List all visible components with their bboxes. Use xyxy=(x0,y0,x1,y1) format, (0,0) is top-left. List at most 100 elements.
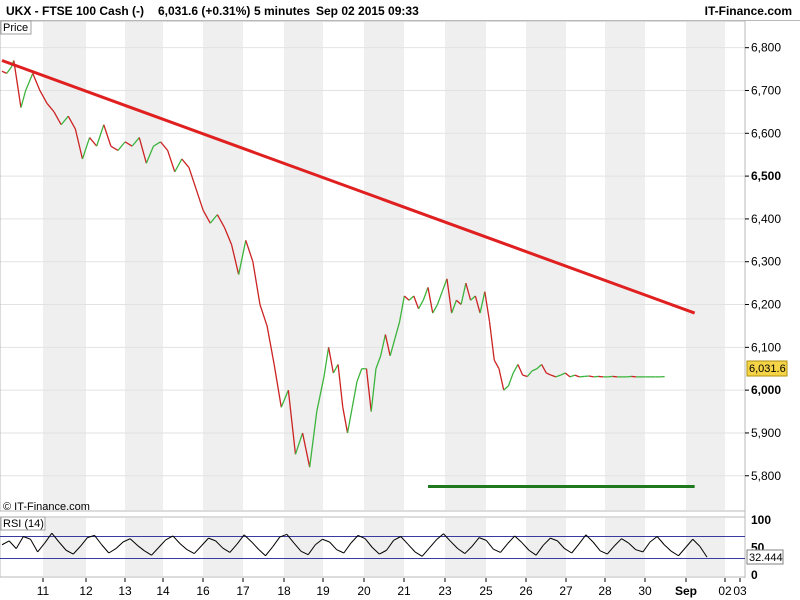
price-segment xyxy=(252,261,261,305)
price-segment xyxy=(266,325,275,365)
price-panel-label-box xyxy=(0,20,32,35)
x-tick-label: 30 xyxy=(638,584,652,598)
price-segment xyxy=(81,137,91,160)
rsi-segment xyxy=(606,545,615,555)
price-segment xyxy=(479,291,486,314)
price-segment xyxy=(365,368,372,412)
chart-header: UKX - FTSE 100 Cash (-) 6,031.6 (+0.31%)… xyxy=(0,0,800,21)
rsi-segment xyxy=(208,537,216,542)
price-segment xyxy=(588,375,594,378)
x-tick-label: 13 xyxy=(118,584,132,598)
price-panel-label: Price xyxy=(3,22,28,34)
rsi-segment xyxy=(129,538,138,546)
rsi-segment xyxy=(236,534,245,545)
rsi-segment xyxy=(193,545,202,554)
rsi-segment xyxy=(628,542,637,551)
rsi-segment xyxy=(550,537,558,542)
price-tick-label: 6,300 xyxy=(751,255,781,269)
rsi-segment xyxy=(87,534,95,539)
rsi-segment xyxy=(336,549,345,554)
x-tick-label: 14 xyxy=(156,584,170,598)
instrument-title: UKX - FTSE 100 Cash (-) xyxy=(6,4,145,18)
price-segment xyxy=(417,299,424,310)
price-segment xyxy=(32,73,41,91)
rsi-segment xyxy=(51,532,60,543)
price-segment xyxy=(427,287,434,314)
rsi-segment xyxy=(44,532,53,544)
price-tick-label: 6,100 xyxy=(751,340,781,354)
price-segment xyxy=(124,141,133,147)
rsi-segment xyxy=(407,543,416,553)
rsi-segment xyxy=(307,544,316,555)
rsi-segment xyxy=(585,534,594,543)
rsi-value-label: 32.444 xyxy=(749,552,783,564)
rsi-segment xyxy=(186,549,195,554)
price-tick-label: 6,200 xyxy=(751,298,781,312)
price-segment xyxy=(245,240,254,262)
rsi-segment xyxy=(493,548,501,553)
rsi-segment xyxy=(30,539,39,553)
price-segment xyxy=(389,338,396,357)
rsi-segment xyxy=(329,541,338,551)
x-tick-label: 02 xyxy=(718,584,732,598)
price-segment xyxy=(451,300,458,314)
price-segment xyxy=(384,334,391,357)
rsi-segment xyxy=(1,540,10,546)
rsi-segment xyxy=(485,540,494,550)
rsi-segment xyxy=(222,547,231,553)
day-bands xyxy=(43,22,725,576)
price-segment xyxy=(67,115,76,130)
price-segment xyxy=(60,115,69,126)
interval-label: 5 minutes xyxy=(254,4,311,18)
rsi-segment xyxy=(265,546,273,557)
price-segment xyxy=(138,137,147,164)
rsi-segment xyxy=(400,536,409,545)
x-tick-label: 25 xyxy=(479,584,493,598)
rsi-segment xyxy=(599,550,608,555)
price-segment xyxy=(103,124,112,147)
rsi-segment xyxy=(65,549,74,555)
rsi-segment xyxy=(507,535,516,544)
rsi-segment xyxy=(557,540,565,549)
price-segment xyxy=(413,295,420,310)
day-band xyxy=(686,22,725,510)
price-tick-label: 6,700 xyxy=(751,83,781,97)
day-band xyxy=(43,22,86,510)
price-segment xyxy=(351,381,358,408)
price-segment xyxy=(195,188,204,211)
rsi-segment xyxy=(108,548,117,554)
rsi-segment xyxy=(521,542,530,551)
rsi-segment xyxy=(165,535,174,541)
rsi-series xyxy=(0,532,745,559)
rsi-segment xyxy=(258,548,266,557)
price-segment xyxy=(474,295,481,314)
rsi-segment xyxy=(379,549,387,555)
day-band xyxy=(43,518,86,576)
rsi-segment xyxy=(322,538,330,543)
price-segment xyxy=(375,355,382,369)
rsi-segment xyxy=(371,547,380,555)
price-segment xyxy=(1,70,8,74)
rsi-segment xyxy=(678,547,687,557)
rsi-segment xyxy=(243,534,252,542)
price-segment xyxy=(394,321,401,339)
price-segment xyxy=(89,137,98,147)
price-tick-label: 6,600 xyxy=(751,126,781,140)
x-tick-label: 03 xyxy=(733,584,747,598)
day-band xyxy=(445,22,486,510)
price-segment xyxy=(46,102,55,113)
day-band xyxy=(445,518,486,576)
price-segment xyxy=(316,377,325,412)
price-segment xyxy=(160,141,169,151)
rsi-segment xyxy=(478,537,487,541)
x-tick-label: 12 xyxy=(79,584,93,598)
price-segment xyxy=(20,90,27,108)
price-segment xyxy=(110,145,119,151)
price-segment xyxy=(25,73,34,91)
time-axis: 11 12 13 14 16 17 18 19 20 21 23 25 26 27 28 30 Sep 02 03 xyxy=(37,578,747,598)
price-segment xyxy=(337,364,344,408)
price-segment xyxy=(380,334,387,357)
x-tick-label: 20 xyxy=(357,584,371,598)
price-segment xyxy=(39,90,48,104)
